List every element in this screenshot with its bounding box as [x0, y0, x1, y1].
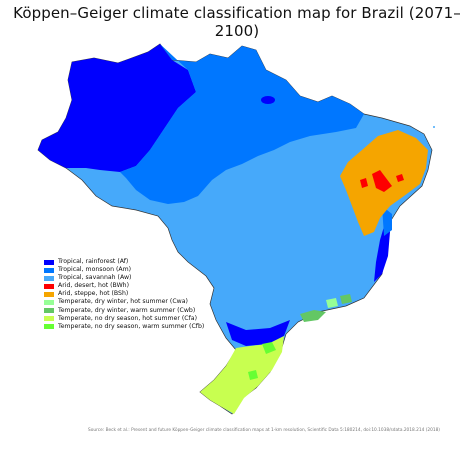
region-af-amazon [38, 44, 196, 172]
legend-item-bsh: Arid, steppe, hot (BSh) [44, 290, 204, 298]
legend-label-am: Tropical, monsoon (Am) [58, 266, 132, 274]
region-cfa-south [200, 336, 284, 414]
swatch-cfb [44, 324, 54, 330]
region-cwa-patch [326, 298, 338, 308]
region-bwh-patch [360, 178, 368, 188]
legend-label-bsh: Arid, steppe, hot (BSh) [58, 290, 129, 298]
legend-item-af: Tropical, rainforest (Af) [44, 258, 204, 266]
region-cwb-highland-2 [340, 294, 352, 304]
region-cwb-highland [300, 310, 326, 322]
swatch-cwb [44, 308, 54, 314]
legend-label-af: Tropical, rainforest (Af) [58, 258, 129, 265]
swatch-bsh [44, 291, 54, 297]
legend-label-cfb: Temperate, no dry season, warm summer (C… [58, 322, 205, 330]
swatch-bwh [44, 283, 54, 289]
legend-item-am: Tropical, monsoon (Am) [44, 266, 204, 274]
legend: Tropical, rainforest (Af) Tropical, mons… [44, 258, 204, 331]
swatch-aw [44, 275, 54, 281]
region-am-north [120, 44, 364, 204]
region-af-southeast [226, 320, 290, 346]
region-am-east [382, 206, 392, 236]
legend-label-aw: Tropical, savannah (Aw) [58, 274, 132, 282]
legend-label-cwa: Temperate, dry winter, hot summer (Cwa) [58, 298, 188, 306]
legend-label-cfa: Temperate, no dry season, hot summer (Cf… [58, 314, 197, 322]
swatch-af [44, 259, 54, 265]
legend-item-cwb: Temperate, dry winter, warm summer (Cwb) [44, 307, 204, 315]
swatch-cwa [44, 300, 54, 306]
legend-item-cfa: Temperate, no dry season, hot summer (Cf… [44, 315, 204, 323]
region-cfb-patch [262, 342, 276, 354]
legend-label-bwh: Arid, desert, hot (BWh) [58, 282, 130, 290]
region-cfb-patch-2 [248, 370, 258, 380]
island-marajo [261, 96, 275, 104]
source-credit: Source: Beck et al.: Present and future … [88, 428, 440, 433]
map-title: Köppen–Geiger climate classification map… [13, 4, 461, 40]
legend-item-aw: Tropical, savannah (Aw) [44, 274, 204, 282]
region-bwh-patch-2 [396, 174, 404, 182]
swatch-am [44, 267, 54, 273]
swatch-cfa [44, 316, 54, 322]
legend-label-cwb: Temperate, dry winter, warm summer (Cwb) [58, 306, 196, 314]
region-bwh-core [372, 170, 392, 192]
region-af-east-coast [374, 220, 390, 282]
legend-item-bwh: Arid, desert, hot (BWh) [44, 282, 204, 290]
legend-item-cwa: Temperate, dry winter, hot summer (Cwa) [44, 298, 204, 306]
legend-item-cfb: Temperate, no dry season, warm summer (C… [44, 323, 204, 331]
island-fernando [433, 126, 435, 128]
